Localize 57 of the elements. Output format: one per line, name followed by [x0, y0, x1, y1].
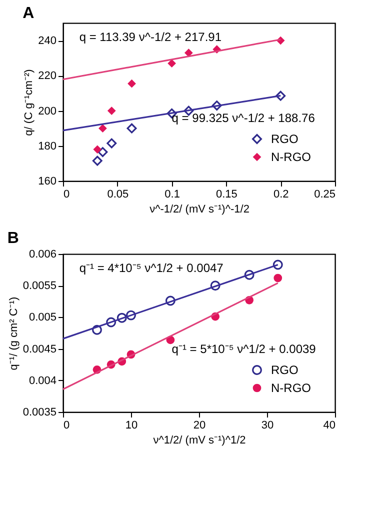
- x-tick-label: 0.25: [314, 188, 336, 200]
- x-axis-title: ν^1/2/ (mV s⁻¹)^1/2: [153, 434, 246, 446]
- x-tick-label: 20: [193, 420, 206, 432]
- y-axis-title: q⁻¹/ (g cm² C⁻¹): [8, 296, 20, 370]
- point: [107, 106, 116, 115]
- x-axis-title: ν^-1/2/ (mV s⁻¹)^-1/2: [150, 204, 250, 216]
- x-tick-label: 40: [323, 420, 336, 432]
- legend-label: RGO: [271, 132, 298, 146]
- y-tick-label: 0.006: [28, 248, 56, 260]
- point: [92, 324, 102, 335]
- y-tick-label: 240: [38, 35, 56, 48]
- point: [126, 123, 137, 134]
- y-tick-label: 200: [38, 105, 56, 118]
- x-tick-label: 0: [64, 188, 70, 200]
- point: [168, 59, 176, 68]
- y-axis-title: q/ (C g⁻¹cm⁻²): [23, 69, 36, 136]
- x-tick-label: 0.05: [107, 188, 129, 200]
- y-tick-label: 0.004: [28, 374, 56, 387]
- x-tick-label: 10: [125, 420, 138, 432]
- point: [106, 138, 117, 148]
- point: [93, 145, 102, 154]
- point: [128, 79, 136, 88]
- point: [106, 317, 116, 328]
- point: [210, 280, 220, 291]
- y-tick-label: 160: [38, 176, 56, 188]
- chart-title: A: [22, 5, 35, 22]
- y-tick-label: 220: [38, 70, 56, 82]
- x-tick-label: 0: [64, 420, 70, 432]
- annotation: q = 113.39 ν^-1/2 + 217.91: [79, 30, 222, 44]
- point: [165, 296, 176, 306]
- point: [116, 312, 127, 323]
- y-tick-label: 0.0055: [22, 280, 56, 292]
- annotation: q⁻¹ = 4*10⁻⁵ ν^1/2 + 0.0047: [79, 261, 224, 276]
- y-tick-label: 0.0045: [22, 343, 56, 356]
- point: [184, 106, 194, 116]
- x-tick-label: 0.1: [164, 188, 180, 200]
- point: [274, 274, 282, 282]
- point: [212, 100, 222, 110]
- annotation: q⁻¹ = 5*10⁻⁵ ν^1/2 + 0.0039: [172, 342, 316, 356]
- y-tick-label: 180: [38, 140, 56, 152]
- y-tick-label: 0.005: [28, 312, 56, 324]
- legend-label: N-RGO: [271, 381, 311, 395]
- y-tick-label: 0.0035: [22, 406, 56, 418]
- legend-label: N-RGO: [271, 150, 311, 164]
- chart-title: B: [7, 230, 19, 247]
- x-tick-label: 0.2: [273, 188, 289, 200]
- x-tick-label: 0.15: [216, 188, 238, 200]
- point: [244, 270, 254, 280]
- point: [276, 90, 286, 101]
- legend-label: RGO: [271, 363, 298, 377]
- point: [92, 156, 102, 166]
- annotation: q = 99.325 ν^-1/2 + 188.76: [172, 110, 316, 125]
- point: [98, 147, 108, 158]
- point: [98, 124, 107, 133]
- point: [272, 260, 283, 270]
- point: [126, 310, 136, 320]
- x-tick-label: 30: [261, 420, 274, 432]
